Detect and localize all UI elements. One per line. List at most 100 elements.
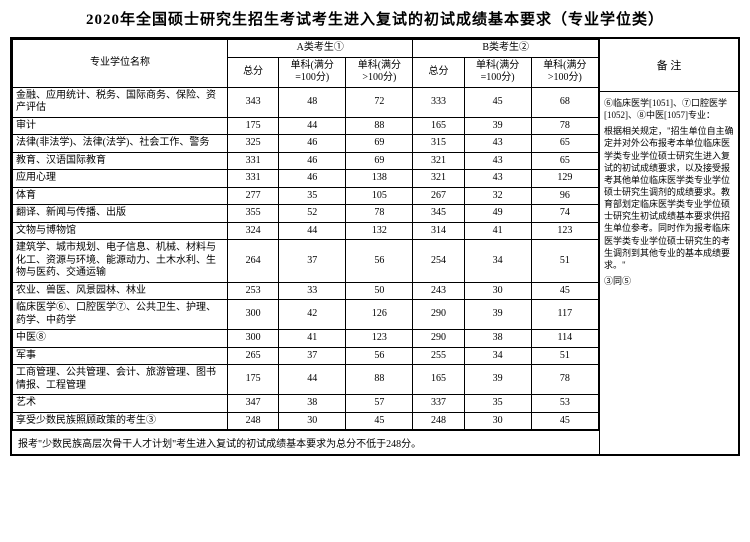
cell-a-total: 300: [228, 330, 279, 348]
cell-b-sub2: 65: [531, 152, 598, 170]
cell-a-sub1: 37: [279, 240, 346, 283]
cell-b-sub1: 41: [464, 222, 531, 240]
cell-b-total: 248: [413, 412, 464, 430]
table-row: 享受少数民族照顾政策的考生③24830452483045: [13, 412, 599, 430]
cell-b-sub2: 123: [531, 222, 598, 240]
cell-name: 享受少数民族照顾政策的考生③: [13, 412, 228, 430]
cell-name: 军事: [13, 347, 228, 365]
table-row: 临床医学⑥、口腔医学⑦、公共卫生、护理、药学、中药学30042126290391…: [13, 300, 599, 330]
table-row: 农业、兽医、风景园林、林业25333502433045: [13, 282, 599, 300]
col-b-sub2: 单科(满分>100分): [531, 57, 598, 87]
col-a-sub2: 单科(满分>100分): [346, 57, 413, 87]
table-row: 建筑学、城市规划、电子信息、机械、材料与化工、资源与环境、能源动力、土木水利、生…: [13, 240, 599, 283]
cell-b-sub1: 32: [464, 187, 531, 205]
cell-name: 建筑学、城市规划、电子信息、机械、材料与化工、资源与环境、能源动力、土木水利、生…: [13, 240, 228, 283]
cell-name: 翻译、新闻与传播、出版: [13, 205, 228, 223]
cell-b-total: 321: [413, 152, 464, 170]
cell-b-sub1: 39: [464, 365, 531, 395]
cell-b-total: 337: [413, 395, 464, 413]
col-header-group-b: B类考生②: [413, 40, 599, 58]
col-header-group-a: A类考生①: [228, 40, 413, 58]
table-row: 中医⑧3004112329038114: [13, 330, 599, 348]
cell-a-total: 248: [228, 412, 279, 430]
cell-name: 临床医学⑥、口腔医学⑦、公共卫生、护理、药学、中药学: [13, 300, 228, 330]
table-row: 审计17544881653978: [13, 117, 599, 135]
cell-name: 工商管理、公共管理、会计、旅游管理、图书情报、工程管理: [13, 365, 228, 395]
cell-a-sub2: 50: [346, 282, 413, 300]
cell-b-sub2: 96: [531, 187, 598, 205]
cell-a-total: 347: [228, 395, 279, 413]
table-row: 法律(非法学)、法律(法学)、社会工作、警务32546693154365: [13, 135, 599, 153]
cell-b-total: 290: [413, 330, 464, 348]
remark-column: 备 注 ⑥临床医学[1051]、⑦口腔医学[1052]、⑧中医[1057]专业：…: [600, 39, 738, 454]
table-wrapper: 专业学位名称 A类考生① B类考生② 总分 单科(满分=100分) 单科(满分>…: [10, 37, 740, 456]
cell-a-sub1: 46: [279, 152, 346, 170]
cell-b-sub2: 51: [531, 240, 598, 283]
cell-b-sub1: 30: [464, 282, 531, 300]
footer-note: 报考"少数民族高层次骨干人才计划"考生进入复试的初试成绩基本要求为总分不低于24…: [12, 430, 599, 454]
cell-b-sub2: 45: [531, 282, 598, 300]
cell-a-sub1: 46: [279, 135, 346, 153]
cell-b-sub2: 74: [531, 205, 598, 223]
cell-a-total: 277: [228, 187, 279, 205]
cell-b-total: 267: [413, 187, 464, 205]
remark-body: ⑥临床医学[1051]、⑦口腔医学[1052]、⑧中医[1057]专业： 根据相关…: [600, 92, 738, 454]
cell-a-total: 331: [228, 152, 279, 170]
col-a-total: 总分: [228, 57, 279, 87]
cell-b-sub1: 43: [464, 170, 531, 188]
remark-paragraph: ⑥临床医学[1051]、⑦口腔医学[1052]、⑧中医[1057]专业：: [604, 97, 734, 121]
cell-name: 教育、汉语国际教育: [13, 152, 228, 170]
cell-a-total: 343: [228, 87, 279, 117]
cell-b-sub1: 34: [464, 240, 531, 283]
cell-a-total: 325: [228, 135, 279, 153]
cell-a-sub2: 123: [346, 330, 413, 348]
cell-a-sub1: 46: [279, 170, 346, 188]
cell-b-sub1: 49: [464, 205, 531, 223]
cell-a-sub1: 30: [279, 412, 346, 430]
cell-b-sub2: 51: [531, 347, 598, 365]
cell-a-total: 175: [228, 365, 279, 395]
cell-name: 文物与博物馆: [13, 222, 228, 240]
cell-b-sub2: 114: [531, 330, 598, 348]
cell-name: 农业、兽医、风景园林、林业: [13, 282, 228, 300]
remark-paragraph: 根据相关规定，"招生单位自主确定并对外公布报考本单位临床医学类专业学位硕士研究生…: [604, 125, 734, 271]
cell-a-sub2: 138: [346, 170, 413, 188]
table-row: 金融、应用统计、税务、国际商务、保险、资产评估34348723334568: [13, 87, 599, 117]
cell-b-sub1: 43: [464, 152, 531, 170]
table-row: 教育、汉语国际教育33146693214365: [13, 152, 599, 170]
cell-a-sub2: 69: [346, 152, 413, 170]
cell-name: 中医⑧: [13, 330, 228, 348]
cell-a-sub2: 45: [346, 412, 413, 430]
cell-b-total: 243: [413, 282, 464, 300]
col-b-sub1: 单科(满分=100分): [464, 57, 531, 87]
cell-a-sub1: 48: [279, 87, 346, 117]
cell-b-sub1: 39: [464, 117, 531, 135]
cell-a-total: 253: [228, 282, 279, 300]
cell-b-sub1: 34: [464, 347, 531, 365]
cell-a-sub1: 33: [279, 282, 346, 300]
cell-a-total: 300: [228, 300, 279, 330]
cell-b-total: 165: [413, 117, 464, 135]
table-row: 工商管理、公共管理、会计、旅游管理、图书情报、工程管理1754488165397…: [13, 365, 599, 395]
cell-a-sub1: 52: [279, 205, 346, 223]
cell-a-sub2: 56: [346, 347, 413, 365]
cell-a-sub2: 88: [346, 117, 413, 135]
cell-a-total: 331: [228, 170, 279, 188]
cell-b-total: 290: [413, 300, 464, 330]
cell-b-sub2: 65: [531, 135, 598, 153]
cell-name: 金融、应用统计、税务、国际商务、保险、资产评估: [13, 87, 228, 117]
cell-b-total: 315: [413, 135, 464, 153]
cell-a-total: 265: [228, 347, 279, 365]
cell-name: 艺术: [13, 395, 228, 413]
cell-a-sub2: 105: [346, 187, 413, 205]
cell-b-total: 314: [413, 222, 464, 240]
cell-a-sub1: 41: [279, 330, 346, 348]
cell-a-total: 324: [228, 222, 279, 240]
cell-a-sub2: 69: [346, 135, 413, 153]
cell-name: 审计: [13, 117, 228, 135]
cell-a-total: 355: [228, 205, 279, 223]
cell-b-sub2: 117: [531, 300, 598, 330]
cell-a-sub1: 44: [279, 222, 346, 240]
cell-a-sub1: 35: [279, 187, 346, 205]
cell-b-sub2: 68: [531, 87, 598, 117]
